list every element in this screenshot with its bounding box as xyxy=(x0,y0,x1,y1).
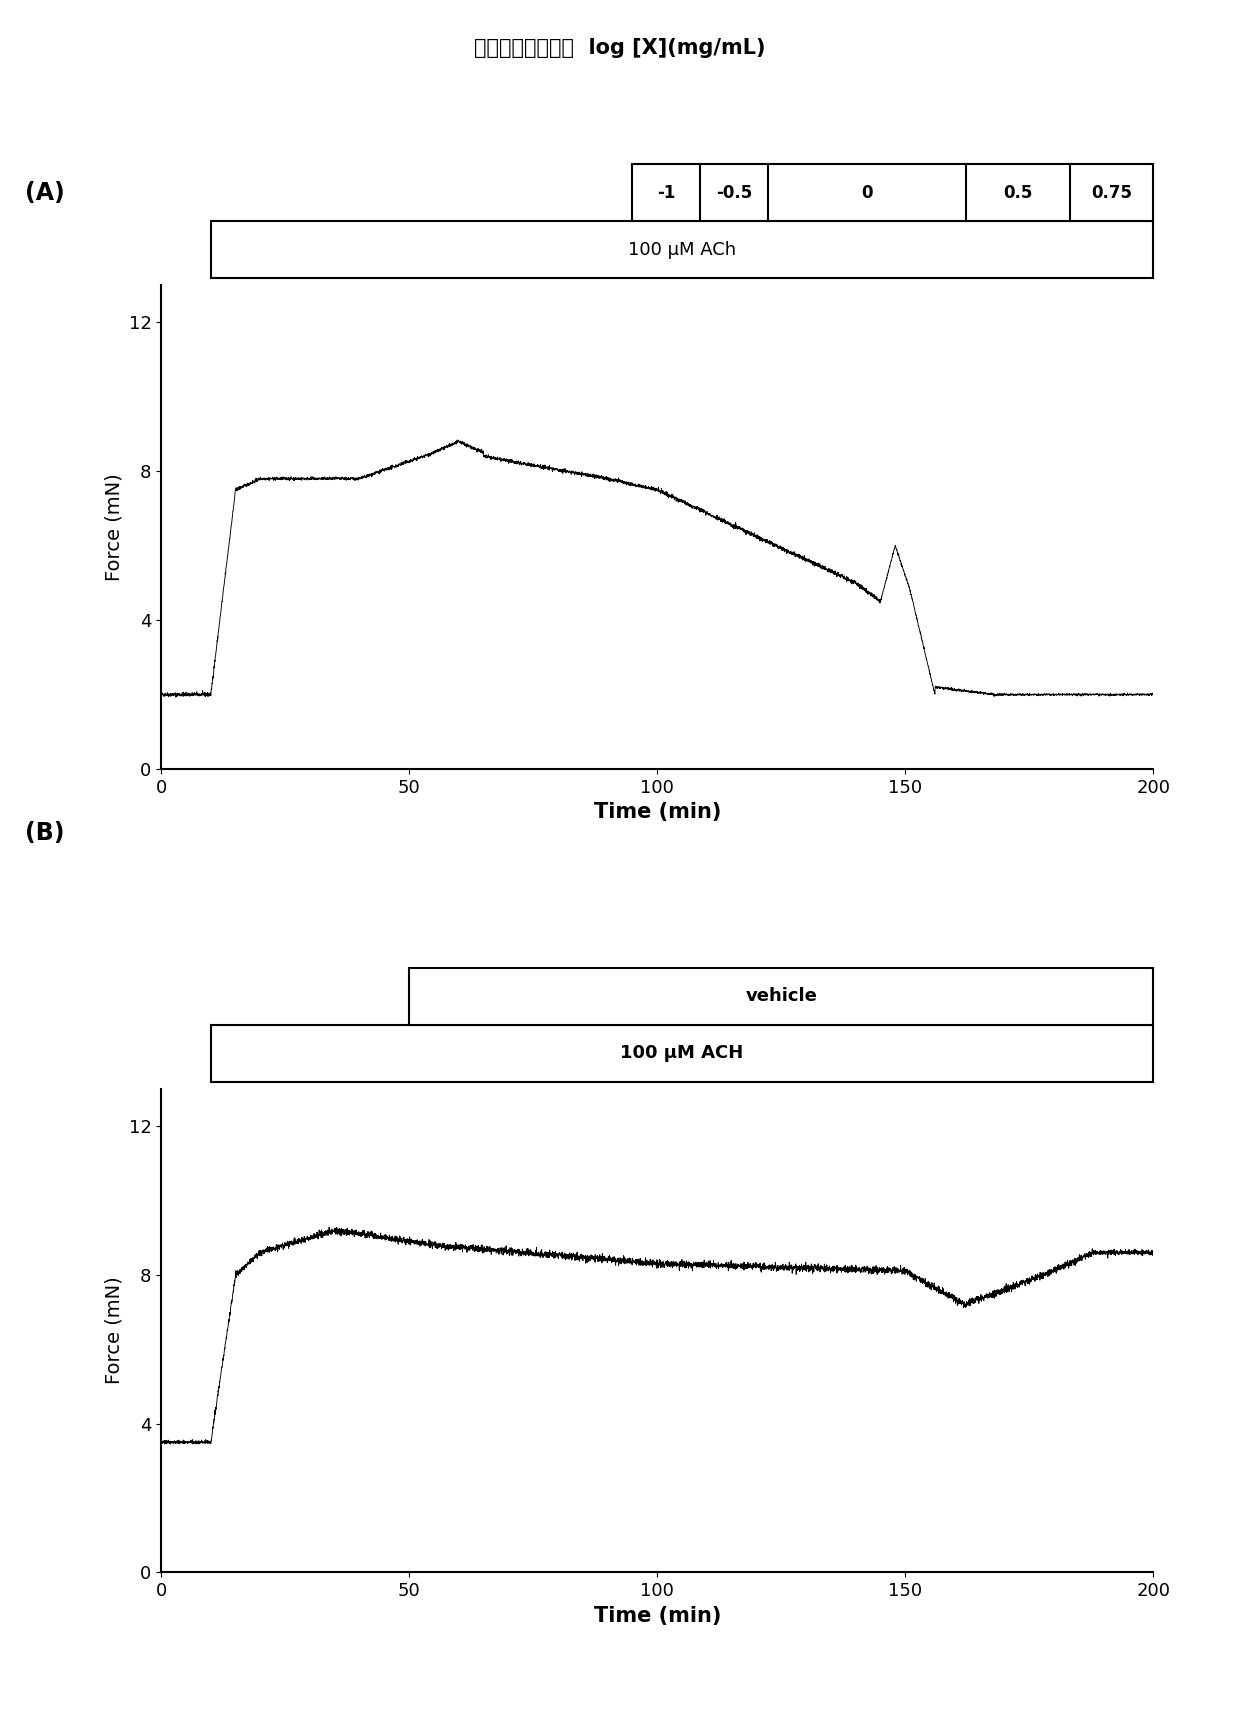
Text: 苦豆子乙酸乙酯部  log [X](mg/mL): 苦豆子乙酸乙酯部 log [X](mg/mL) xyxy=(474,38,766,59)
Text: 0: 0 xyxy=(861,183,873,202)
Text: 0.75: 0.75 xyxy=(1091,183,1132,202)
Text: -0.5: -0.5 xyxy=(715,183,753,202)
Y-axis label: Force (mN): Force (mN) xyxy=(104,1277,123,1384)
Text: 100 μM ACH: 100 μM ACH xyxy=(620,1044,744,1063)
Text: -1: -1 xyxy=(657,183,676,202)
Y-axis label: Force (mN): Force (mN) xyxy=(104,473,123,581)
Text: 100 μM ACh: 100 μM ACh xyxy=(627,240,737,259)
X-axis label: Time (min): Time (min) xyxy=(594,802,720,823)
Text: (B): (B) xyxy=(25,821,64,845)
X-axis label: Time (min): Time (min) xyxy=(594,1605,720,1626)
Text: vehicle: vehicle xyxy=(745,987,817,1006)
Text: 0.5: 0.5 xyxy=(1003,183,1033,202)
Text: (A): (A) xyxy=(25,181,64,206)
